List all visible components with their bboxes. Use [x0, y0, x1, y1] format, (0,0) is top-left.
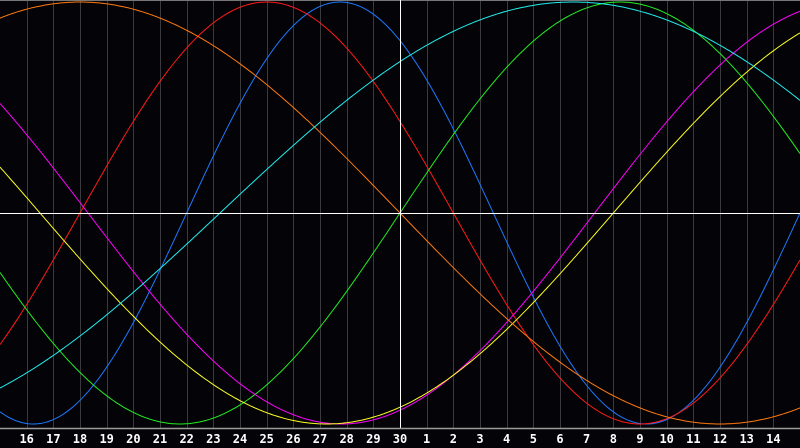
x-tick-label: 4 [503, 432, 510, 446]
x-tick-label: 30 [393, 432, 407, 446]
x-tick-label: 8 [610, 432, 617, 446]
x-tick-label: 12 [713, 432, 727, 446]
x-tick-label: 6 [556, 432, 563, 446]
axes [0, 0, 800, 430]
x-tick-label: 13 [739, 432, 753, 446]
x-tick-label: 7 [583, 432, 590, 446]
x-tick-label: 24 [233, 432, 247, 446]
x-tick-label: 3 [476, 432, 483, 446]
x-tick-label: 18 [73, 432, 87, 446]
x-tick-label: 27 [313, 432, 327, 446]
x-tick-label: 10 [659, 432, 673, 446]
x-tick-label: 23 [206, 432, 220, 446]
x-tick-labels: 16 17 18 19 20 21 22 23 24 25 26 27 28 29 30 1 2 3 4 5 6 7 8 9 1… [19, 432, 780, 446]
x-tick-label: 26 [286, 432, 300, 446]
x-tick-label: 22 [179, 432, 193, 446]
x-tick-label: 16 [19, 432, 33, 446]
x-tick-label: 19 [99, 432, 113, 446]
x-tick-label: 11 [686, 432, 700, 446]
x-tick-label: 28 [339, 432, 353, 446]
x-tick-label: 29 [366, 432, 380, 446]
x-tick-label: 5 [530, 432, 537, 446]
x-tick-label: 17 [46, 432, 60, 446]
x-tick-label: 1 [423, 432, 430, 446]
x-tick-label: 9 [636, 432, 643, 446]
x-tick-label: 25 [259, 432, 273, 446]
x-tick-label: 20 [126, 432, 140, 446]
x-tick-label: 21 [153, 432, 167, 446]
x-tick-label: 14 [766, 432, 780, 446]
x-tick-label: 2 [450, 432, 457, 446]
